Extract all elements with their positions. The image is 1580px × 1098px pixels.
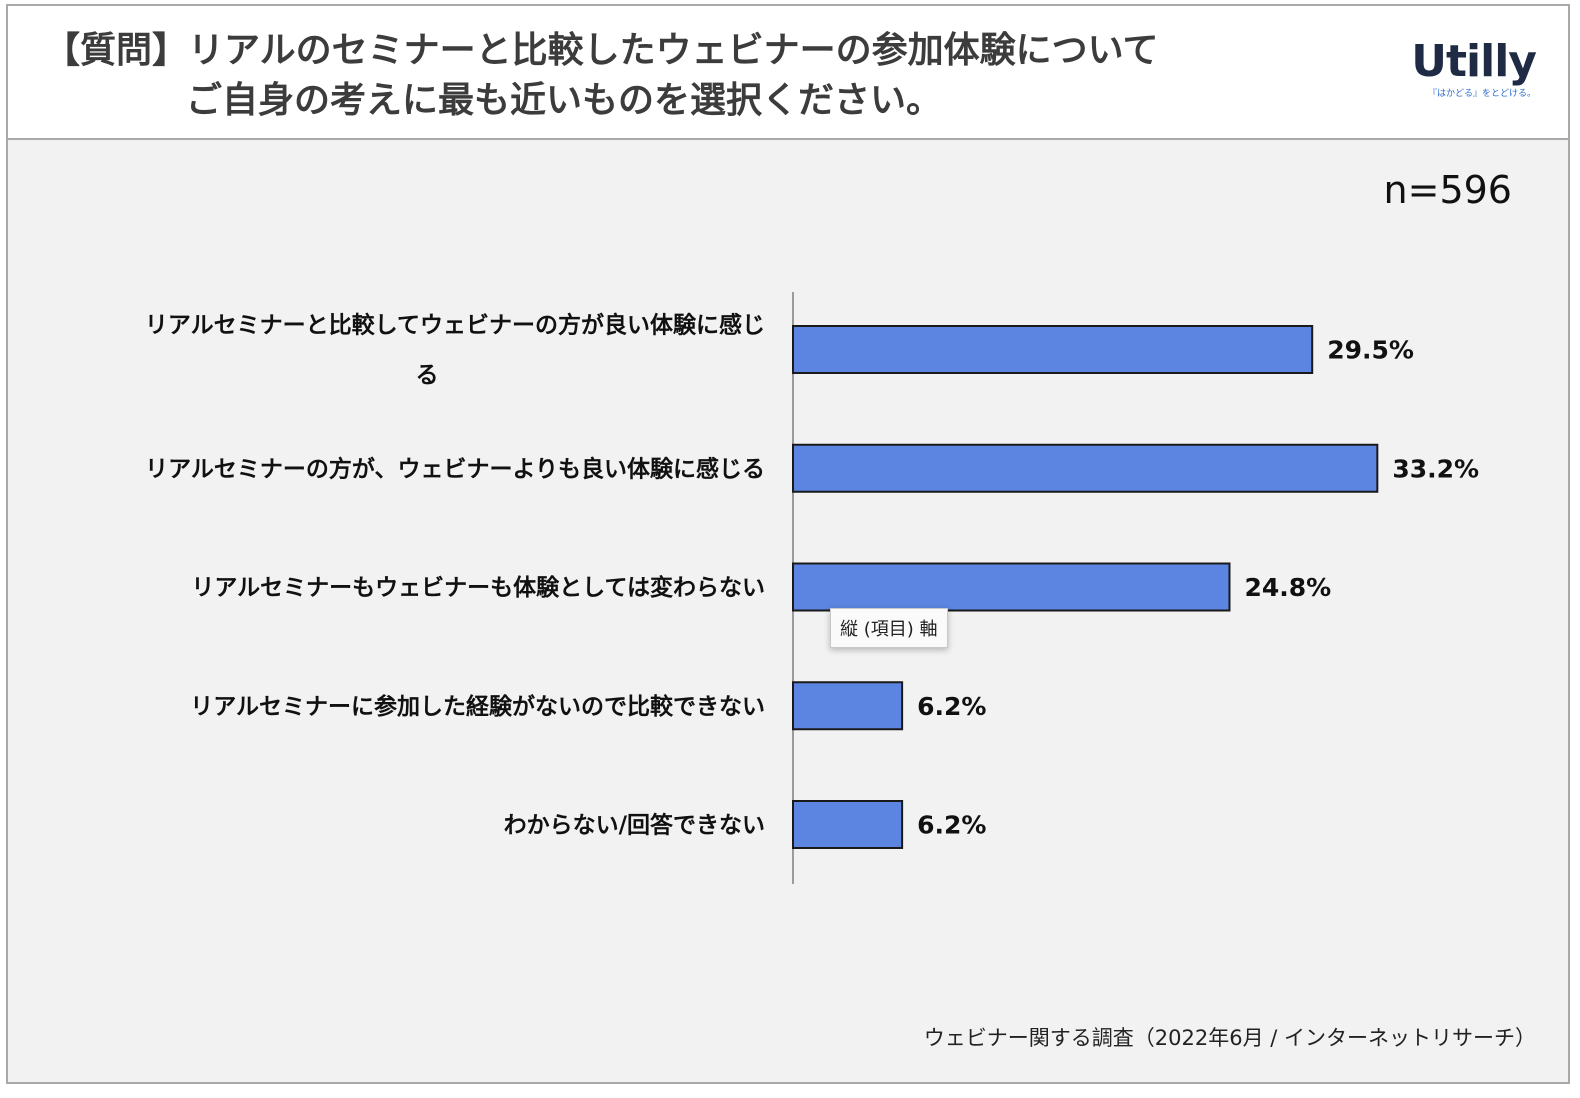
category-label-1-line-1: リアルセミナーと比較してウェビナーの方が良い体験に感じ [145,312,765,339]
value-label-1: 29.5% [1327,336,1414,365]
bar-1 [792,325,1314,374]
category-label-3: リアルセミナーもウェビナーも体験としては変わらない [191,574,765,601]
sample-size: n=596 [1383,168,1512,212]
bar-2 [792,443,1379,493]
chart-frame: 【質問】リアルのセミナーと比較したウェビナーの参加体験について ご自身の考えに最… [6,4,1570,1084]
bar-4 [792,681,904,731]
category-label-group: リアルセミナーと比較してウェビナーの方が良い体験に感じるリアルセミナーの方が、ウ… [145,312,765,839]
category-label-1-line-2: る [416,363,439,389]
value-label-4: 6.2% [917,692,986,721]
logo-wordmark: Utilly [1411,36,1537,87]
axis-tooltip: 縦 (項目) 軸 [830,608,948,648]
bar-5 [792,800,904,849]
logo-tagline: 『はかどる』をとどける。 [1427,89,1536,99]
bar-3 [792,562,1231,612]
value-label-3: 24.8% [1244,573,1331,602]
question-line-2: ご自身の考えに最も近いものを選択ください。 [186,80,943,121]
category-label-2: リアルセミナーの方が、ウェビナーよりも良い体験に感じる [145,455,765,482]
question-title: 【質問】リアルのセミナーと比較したウェビナーの参加体験について ご自身の考えに最… [44,26,1159,126]
utilly-logo: Utilly 『はかどる』をとどける。 [1411,36,1537,100]
category-label-5: わからない/回答できない [504,812,765,839]
value-label-2: 33.2% [1392,454,1479,483]
question-line-1: 【質問】リアルのセミナーと比較したウェビナーの参加体験について [44,30,1159,71]
bar-group [792,325,1379,849]
source-note: ウェビナー関する調査（2022年6月 / インターネットリサーチ） [923,1026,1536,1050]
value-label-5: 6.2% [917,811,986,840]
value-label-group: 29.5% 33.2% 24.8% 6.2% 6.2% [917,336,1479,840]
question-header: 【質問】リアルのセミナーと比較したウェビナーの参加体験について ご自身の考えに最… [8,6,1568,140]
category-label-4: リアルセミナーに参加した経験がないので比較できない [190,693,765,720]
